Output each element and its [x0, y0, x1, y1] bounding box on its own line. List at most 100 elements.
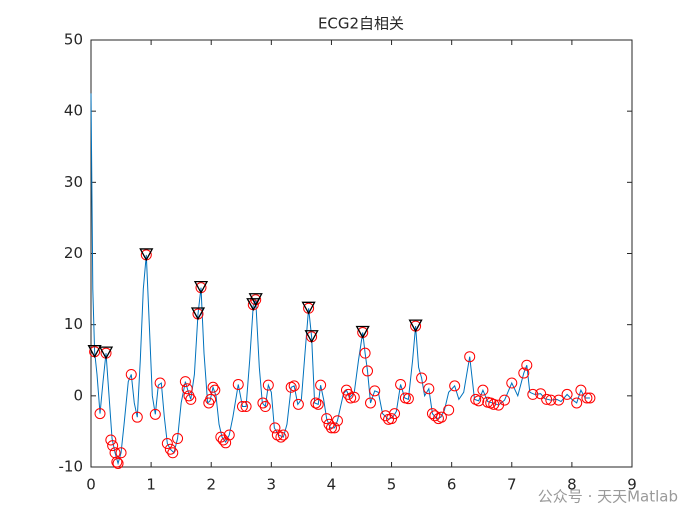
peak-marker	[325, 422, 337, 434]
peak-marker	[359, 347, 371, 359]
peak-marker	[167, 447, 179, 459]
peak-marker	[395, 378, 407, 390]
peak-marker	[416, 372, 428, 384]
peak-marker	[275, 431, 287, 443]
y-tick-label: 10	[64, 315, 83, 333]
peak-marker	[292, 398, 304, 410]
peak-marker	[535, 388, 547, 400]
peak-marker	[107, 440, 119, 452]
peak-marker	[545, 394, 557, 406]
x-tick-label: 8	[567, 476, 577, 494]
peak-marker	[423, 383, 435, 395]
peak-marker	[342, 388, 354, 400]
peak-marker	[105, 434, 117, 446]
peak-marker	[389, 408, 401, 420]
peak-marker	[164, 443, 176, 455]
peak-marker	[172, 433, 184, 445]
peak-marker	[348, 391, 360, 403]
peak-marker	[259, 401, 271, 413]
peak-marker	[321, 413, 333, 425]
x-tick-label: 1	[146, 476, 156, 494]
peak-marker	[477, 384, 489, 396]
peak-marker	[365, 397, 377, 409]
peak-triangle	[139, 248, 154, 262]
x-tick-label: 7	[507, 476, 517, 494]
x-tick-label: 3	[267, 476, 277, 494]
x-tick-label: 0	[86, 476, 96, 494]
peak-marker	[443, 404, 455, 416]
peak-marker	[331, 415, 343, 427]
peak-marker	[161, 438, 173, 450]
peak-marker	[429, 410, 441, 422]
peak-marker	[449, 380, 461, 392]
y-tick-label: 30	[64, 173, 83, 191]
peak-marker	[328, 422, 340, 434]
peak-marker	[154, 377, 166, 389]
peak-marker	[315, 379, 327, 391]
peak-marker	[94, 408, 106, 420]
peak-marker	[240, 401, 252, 413]
y-tick-label: -10	[59, 458, 84, 476]
peak-triangle	[355, 325, 370, 339]
peak-triangle	[304, 330, 319, 344]
peak-marker	[185, 393, 197, 405]
peak-marker	[288, 380, 300, 392]
peak-marker	[402, 393, 414, 405]
peak-marker	[581, 392, 593, 404]
peak-marker	[541, 393, 553, 405]
peak-marker	[232, 378, 244, 390]
y-tick-label: 0	[73, 386, 83, 404]
peak-marker	[488, 398, 500, 410]
peak-marker	[527, 388, 539, 400]
x-tick-label: 4	[327, 476, 337, 494]
peak-marker	[277, 429, 289, 441]
peak-marker	[310, 397, 322, 409]
peak-marker	[312, 398, 324, 410]
y-tick-label: 50	[64, 31, 83, 49]
peak-marker	[131, 411, 143, 423]
peak-marker	[257, 397, 269, 409]
peak-marker	[584, 392, 596, 404]
peak-marker	[473, 395, 485, 407]
peak-marker	[369, 385, 381, 397]
y-tick-label: 40	[64, 102, 83, 120]
peak-marker	[179, 376, 191, 388]
peak-marker	[181, 383, 193, 395]
peak-marker	[499, 394, 511, 406]
peak-marker	[561, 388, 573, 400]
peak-triangle	[193, 281, 209, 295]
peak-marker	[205, 393, 217, 405]
peak-marker	[262, 379, 274, 391]
peak-marker	[518, 367, 530, 379]
peak-marker	[209, 384, 221, 396]
peak-marker	[111, 456, 123, 468]
peak-marker	[521, 359, 533, 371]
x-tick-label: 2	[206, 476, 216, 494]
x-tick-label: 6	[447, 476, 457, 494]
watermark: 公众号 · 天天Matlab	[538, 488, 678, 506]
peak-triangle	[301, 301, 316, 315]
peak-marker	[435, 411, 447, 423]
peak-marker	[269, 422, 281, 434]
peak-marker	[149, 408, 161, 420]
peak-marker	[112, 457, 124, 469]
peak-marker	[571, 397, 583, 409]
chart-title: ECG2自相关	[318, 15, 404, 33]
peak-marker	[506, 377, 518, 389]
peak-marker	[236, 401, 248, 413]
peak-marker	[115, 447, 127, 459]
peak-triangle	[87, 345, 102, 359]
peak-marker	[553, 394, 565, 406]
x-tick-label: 9	[627, 476, 637, 494]
x-tick-label: 5	[387, 476, 397, 494]
peak-triangle	[98, 346, 114, 360]
peak-triangle	[408, 319, 423, 333]
peak-triangle	[248, 293, 263, 307]
peak-triangle	[190, 307, 206, 321]
peak-marker	[223, 429, 235, 441]
peak-marker	[125, 368, 137, 380]
peak-marker	[575, 384, 587, 396]
peak-marker	[207, 381, 219, 393]
peak-marker	[345, 392, 357, 404]
